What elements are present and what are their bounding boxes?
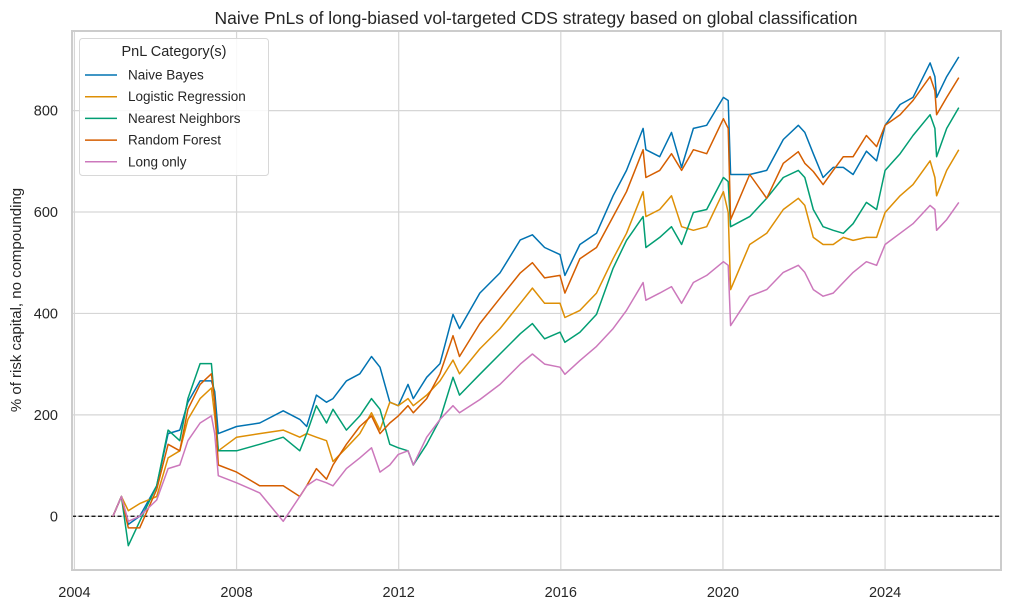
x-tick-label: 2004 [58, 585, 90, 601]
y-tick-label: 600 [34, 205, 58, 221]
legend: PnL Category(s) Naive Bayes Logistic Regr… [79, 38, 269, 176]
legend-entry: Naive Bayes [128, 68, 204, 83]
tick-labels: 2004 2008 2012 2016 2020 2024 0 200 400 600 800 [34, 104, 901, 601]
y-tick-label: 0 [50, 509, 58, 525]
x-tick-label: 2012 [383, 585, 415, 601]
legend-entry: Long only [128, 154, 187, 169]
series-lines [112, 56, 960, 547]
y-tick-label: 800 [34, 104, 58, 120]
y-axis-label: % of risk capital, no compounding [8, 188, 25, 412]
x-tick-label: 2016 [545, 585, 577, 601]
legend-entry: Random Forest [128, 133, 221, 148]
series-line-random-forest [112, 75, 960, 529]
series-line-naive-bayes [112, 56, 960, 526]
plot-frame [71, 30, 1002, 571]
legend-title: PnL Category(s) [121, 44, 226, 60]
series-line-logistic-regression [112, 149, 960, 517]
y-tick-label: 200 [34, 408, 58, 424]
x-tick-label: 2008 [220, 585, 252, 601]
x-tick-label: 2024 [869, 585, 901, 601]
series-line-nearest-neighbors [112, 107, 960, 547]
chart-title: Naive PnLs of long-biased vol-targeted C… [215, 8, 858, 28]
x-tick-label: 2020 [707, 585, 739, 601]
legend-box [79, 38, 269, 176]
series-line-long-only [112, 201, 960, 523]
legend-entry: Nearest Neighbors [128, 111, 241, 126]
legend-entry: Logistic Regression [128, 89, 246, 104]
y-tick-label: 400 [34, 306, 58, 322]
